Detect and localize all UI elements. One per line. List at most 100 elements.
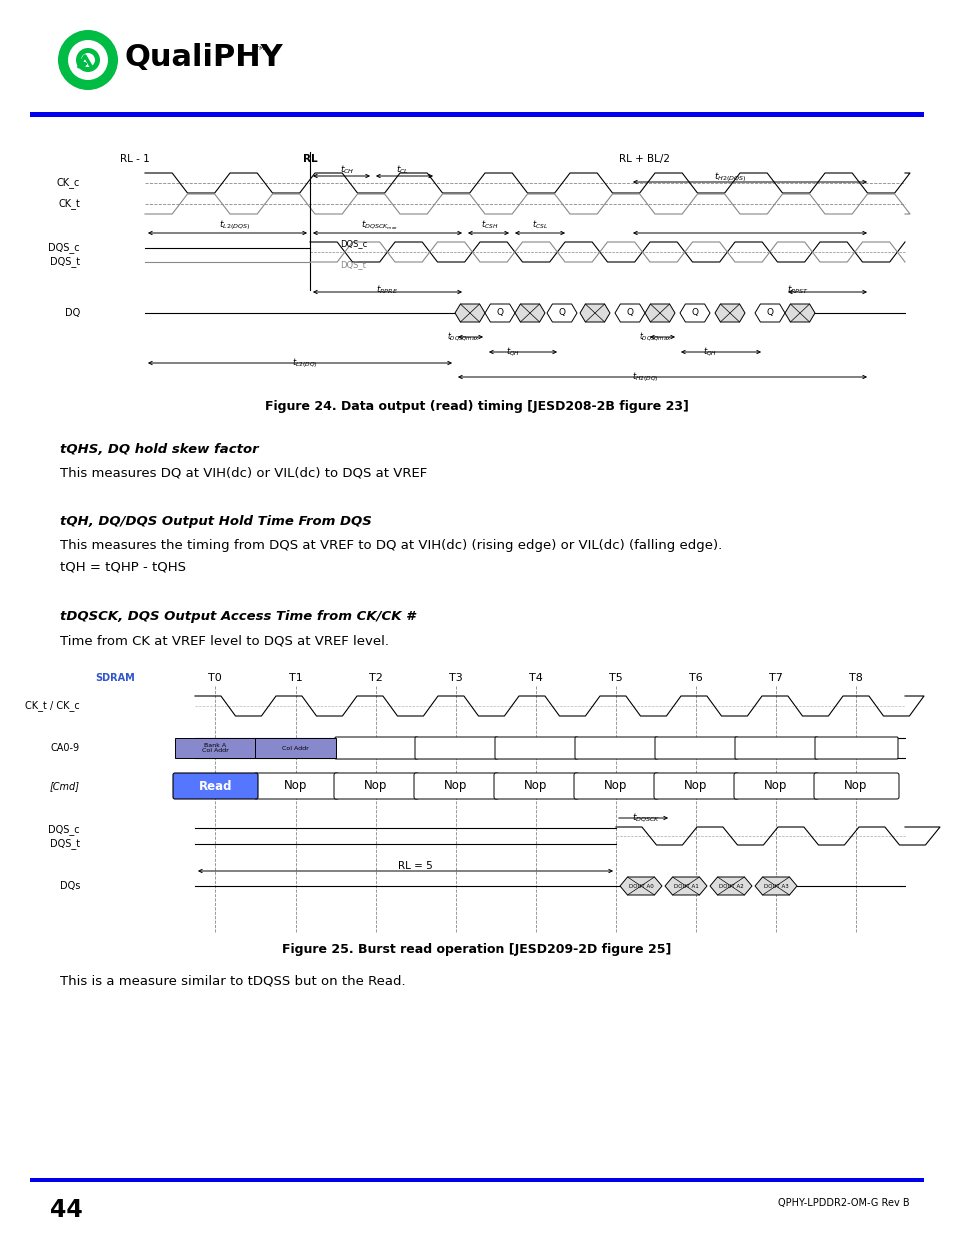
FancyBboxPatch shape [733, 773, 818, 799]
Text: $t_{DQSQmax}$: $t_{DQSQmax}$ [446, 330, 478, 343]
Text: CK_c: CK_c [56, 178, 80, 189]
Polygon shape [619, 877, 661, 895]
Text: T8: T8 [848, 673, 862, 683]
Text: DOUT A2: DOUT A2 [718, 883, 742, 888]
Text: T0: T0 [208, 673, 222, 683]
Bar [254, 739, 335, 758]
Polygon shape [484, 304, 515, 322]
Text: tQH = tQHP - tQHS: tQH = tQHP - tQHS [60, 561, 186, 574]
Text: T7: T7 [768, 673, 782, 683]
FancyBboxPatch shape [494, 773, 578, 799]
FancyBboxPatch shape [574, 773, 659, 799]
Text: Col Addr: Col Addr [282, 746, 309, 751]
Text: Q: Q [691, 309, 698, 317]
Text: Nop: Nop [524, 779, 547, 793]
Text: Bank A
Col Addr: Bank A Col Addr [202, 742, 229, 753]
Bar [30, 1178, 923, 1182]
Polygon shape [515, 304, 544, 322]
Polygon shape [579, 304, 609, 322]
Text: RL + BL/2: RL + BL/2 [618, 154, 670, 164]
Text: $t_{QH}$: $t_{QH}$ [702, 345, 717, 358]
Text: $t_{DQSQmax}$: $t_{DQSQmax}$ [639, 330, 671, 343]
Text: This measures DQ at VIH(dc) or VIL(dc) to DQS at VREF: This measures DQ at VIH(dc) or VIL(dc) t… [60, 467, 427, 480]
Text: CA0-9: CA0-9 [51, 743, 80, 753]
Text: $t_{CSL}$: $t_{CSL}$ [532, 219, 547, 231]
Text: $t_{QH}$: $t_{QH}$ [505, 345, 519, 358]
Text: tQHS, DQ hold skew factor: tQHS, DQ hold skew factor [60, 443, 258, 456]
Polygon shape [455, 304, 484, 322]
Text: T6: T6 [688, 673, 702, 683]
Text: Figure 24. Data output (read) timing [JESD208-2B figure 23]: Figure 24. Data output (read) timing [JE… [265, 400, 688, 412]
Text: T1: T1 [289, 673, 302, 683]
Text: $t_{H2(DQS)}$: $t_{H2(DQS)}$ [713, 170, 745, 184]
Text: $t_{L2(DQS)}$: $t_{L2(DQS)}$ [219, 219, 251, 232]
Polygon shape [679, 304, 709, 322]
Text: T3: T3 [449, 673, 462, 683]
Text: Q: Q [626, 309, 633, 317]
Circle shape [58, 30, 118, 90]
Text: Nop: Nop [603, 779, 627, 793]
Text: $t_{CL}$: $t_{CL}$ [396, 164, 409, 177]
Text: $t_{RPST}$: $t_{RPST}$ [786, 283, 808, 295]
Polygon shape [644, 304, 675, 322]
Text: DQS_t: DQS_t [50, 257, 80, 268]
Text: T2: T2 [369, 673, 382, 683]
Text: Nop: Nop [843, 779, 867, 793]
Text: Read: Read [198, 779, 232, 793]
FancyBboxPatch shape [813, 773, 898, 799]
Text: Nop: Nop [763, 779, 787, 793]
Text: DQS_c: DQS_c [339, 240, 367, 248]
Text: $t_{CSH}$: $t_{CSH}$ [481, 219, 498, 231]
Text: RL: RL [302, 154, 317, 164]
Text: This is a measure similar to tDQSS but on the Read.: This is a measure similar to tDQSS but o… [60, 974, 405, 988]
FancyBboxPatch shape [495, 737, 578, 760]
Text: CK_t / CK_c: CK_t / CK_c [25, 700, 80, 711]
Polygon shape [664, 877, 706, 895]
Text: Nop: Nop [444, 779, 467, 793]
Text: Q: Q [765, 309, 773, 317]
FancyBboxPatch shape [335, 737, 417, 760]
Text: $t_{H2(DQ)}$: $t_{H2(DQ)}$ [631, 370, 658, 384]
Circle shape [76, 48, 100, 72]
Text: Nop: Nop [683, 779, 707, 793]
Text: Time from CK at VREF level to DQS at VREF level.: Time from CK at VREF level to DQS at VRE… [60, 634, 389, 647]
Text: RL - 1: RL - 1 [120, 154, 150, 164]
FancyBboxPatch shape [253, 773, 338, 799]
FancyBboxPatch shape [172, 773, 257, 799]
Polygon shape [714, 304, 744, 322]
Polygon shape [709, 877, 751, 895]
FancyBboxPatch shape [734, 737, 817, 760]
Text: Figure 25. Burst read operation [JESD209-2D figure 25]: Figure 25. Burst read operation [JESD209… [282, 944, 671, 956]
Polygon shape [615, 304, 644, 322]
Text: T5: T5 [608, 673, 622, 683]
Text: 44: 44 [50, 1198, 83, 1221]
Text: Nop: Nop [364, 779, 387, 793]
Text: $t_{CH}$: $t_{CH}$ [339, 164, 354, 177]
Text: $t_{DQSCK}$: $t_{DQSCK}$ [631, 811, 659, 824]
Text: CK_t: CK_t [58, 199, 80, 210]
Circle shape [81, 53, 95, 67]
Polygon shape [754, 304, 784, 322]
FancyBboxPatch shape [575, 737, 658, 760]
Text: SDRAM: SDRAM [95, 673, 134, 683]
FancyBboxPatch shape [814, 737, 897, 760]
FancyBboxPatch shape [655, 737, 738, 760]
Text: Q: Q [558, 309, 565, 317]
Text: T4: T4 [529, 673, 542, 683]
Text: DOUT A3: DOUT A3 [762, 883, 787, 888]
Text: QPHY-LPDDR2-OM-G Rev B: QPHY-LPDDR2-OM-G Rev B [778, 1198, 909, 1208]
Text: [Cmd]: [Cmd] [50, 781, 80, 790]
Text: $t_{RPRE}$: $t_{RPRE}$ [375, 283, 397, 295]
Bar [30, 112, 923, 117]
Text: DQ: DQ [65, 308, 80, 317]
Polygon shape [784, 304, 814, 322]
Bar [174, 739, 255, 758]
Text: tQH, DQ/DQS Output Hold Time From DQS: tQH, DQ/DQS Output Hold Time From DQS [60, 515, 372, 529]
FancyBboxPatch shape [334, 773, 418, 799]
FancyBboxPatch shape [415, 737, 497, 760]
Text: DOUT A1: DOUT A1 [673, 883, 698, 888]
Text: ™: ™ [253, 46, 265, 58]
Text: DQS_c: DQS_c [49, 242, 80, 253]
Text: $t_{DQSCK_{max}}$: $t_{DQSCK_{max}}$ [361, 219, 398, 232]
Text: $t_{L2(DQ)}$: $t_{L2(DQ)}$ [292, 356, 317, 369]
